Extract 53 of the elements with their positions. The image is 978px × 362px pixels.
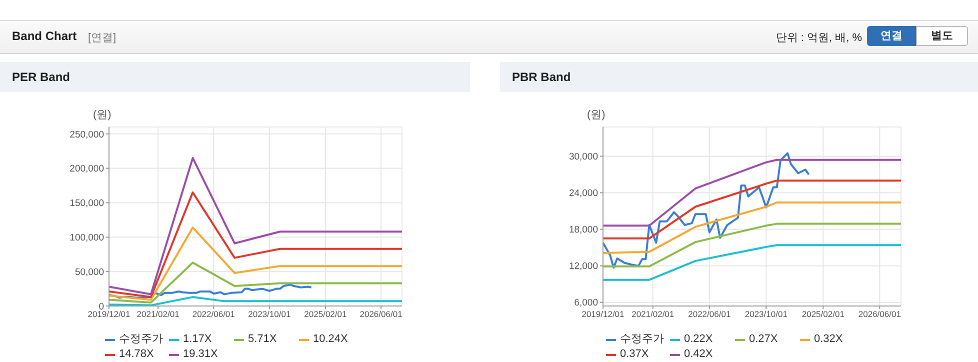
x-tick-label: 2022/06/01 — [688, 309, 731, 320]
line-series — [109, 191, 402, 298]
text: 연결 — [867, 26, 916, 46]
x-tick-label: 2025/02/01 — [304, 309, 347, 320]
y-tick-label: 100,000 — [70, 232, 104, 244]
legend-label: 수정주가 — [619, 332, 665, 347]
line-series — [109, 284, 312, 299]
y-axis-title: (원) — [93, 108, 112, 122]
line-series — [603, 158, 901, 227]
x-tick-label: 2019/12/01 — [582, 309, 625, 320]
x-tick-label: 2022/06/01 — [192, 309, 236, 320]
line-series — [109, 226, 402, 301]
legend-label: 10.24X — [312, 332, 349, 347]
text: [연결] — [88, 31, 116, 45]
line-series — [603, 222, 901, 268]
x-tick-label: 2026/06/01 — [360, 309, 403, 320]
line-series — [603, 180, 901, 240]
x-tick-label: 2021/02/01 — [632, 309, 674, 320]
y-axis-title: (원) — [587, 108, 606, 122]
y-tick-label: 200,000 — [70, 164, 104, 175]
y-tick-label: 150,000 — [70, 198, 104, 210]
line-series — [603, 201, 901, 254]
x-tick-label: 2026/06/01 — [858, 309, 902, 320]
chart-title: PBR Band — [512, 70, 571, 84]
line-series — [603, 244, 901, 281]
y-tick-label: 30,000 — [568, 152, 598, 163]
line-series — [603, 152, 810, 269]
legend-label: 5.71X — [247, 332, 278, 347]
y-tick-label: 50,000 — [74, 266, 104, 278]
legend-label: 0.32X — [813, 332, 844, 347]
text: 별도 — [916, 26, 968, 46]
line-series — [109, 262, 402, 304]
legend-label: 0.27X — [748, 332, 779, 347]
x-tick-label: 2025/02/01 — [802, 309, 845, 320]
legend-label: 수정주가 — [118, 332, 164, 347]
y-tick-label: 12,000 — [568, 261, 598, 272]
text: Band Chart — [12, 29, 77, 43]
x-tick-label: 2023/10/01 — [248, 309, 291, 320]
y-tick-label: 24,000 — [568, 188, 598, 200]
legend-label: 14.78X — [118, 347, 155, 362]
y-tick-label: 250,000 — [70, 129, 104, 140]
legend-label: 0.22X — [683, 332, 714, 347]
y-tick-label: 6,000 — [574, 298, 598, 309]
text: 단위 : 억원, 배, % — [776, 31, 862, 45]
y-tick-label: 18,000 — [568, 224, 598, 236]
x-tick-label: 2021/02/01 — [136, 309, 180, 320]
line-series — [109, 156, 402, 296]
legend-label: 1.17X — [182, 332, 213, 347]
x-tick-label: 2023/10/01 — [744, 309, 788, 320]
legend-label: 19.31X — [182, 347, 219, 362]
chart-title: PER Band — [12, 70, 70, 84]
legend-label: 0.42X — [683, 347, 714, 362]
legend-label: 0.37X — [619, 347, 650, 362]
